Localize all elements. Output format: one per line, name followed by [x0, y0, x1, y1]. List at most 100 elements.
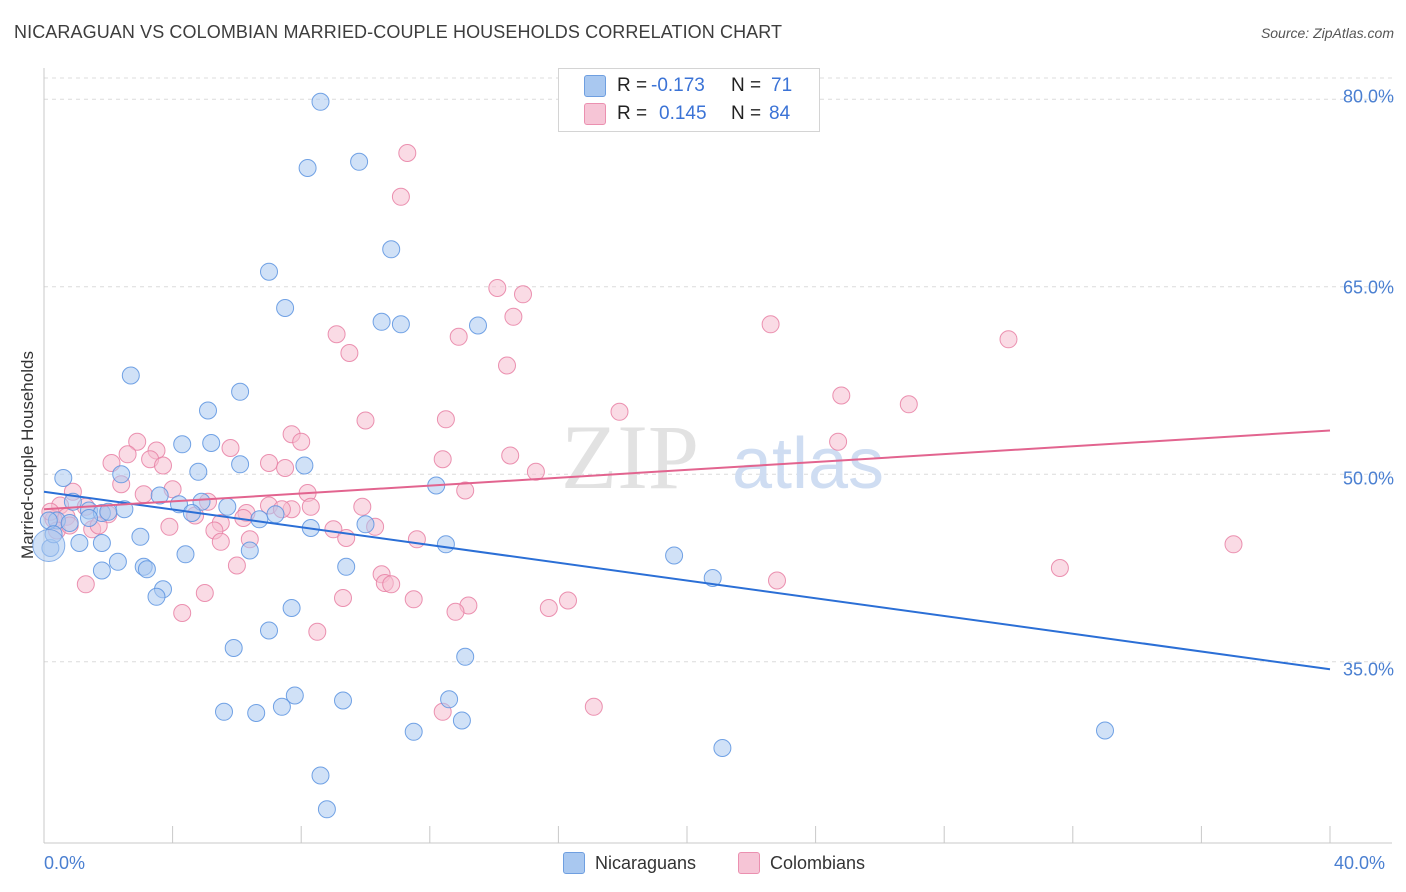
data-point: [211, 532, 230, 551]
data-point: [176, 545, 195, 564]
data-point: [272, 697, 291, 716]
data-point: [147, 587, 166, 606]
data-point: [334, 589, 352, 607]
data-point: [436, 535, 455, 554]
trend-lines: [43, 429, 1331, 671]
data-point: [610, 402, 629, 421]
data-point: [247, 704, 266, 722]
data-point: [231, 382, 250, 401]
bottom-legend-nicaraguans: Nicaraguans: [563, 852, 696, 874]
data-point: [768, 571, 786, 590]
data-point: [292, 432, 311, 451]
data-point: [311, 92, 330, 111]
data-point: [340, 344, 359, 362]
data-point: [202, 434, 221, 452]
data-point: [134, 485, 153, 504]
data-point: [150, 486, 169, 505]
data-point: [195, 584, 214, 602]
data-point: [391, 187, 410, 206]
data-point: [526, 462, 545, 481]
data-point: [327, 325, 346, 344]
data-point: [285, 686, 304, 705]
data-point: [829, 432, 848, 451]
legend-swatch-blue: [584, 75, 606, 97]
bottom-legend-colombians: Colombians: [738, 852, 865, 874]
data-point: [131, 527, 150, 546]
data-point: [189, 462, 208, 481]
data-point: [70, 534, 89, 552]
axes: [43, 68, 1392, 844]
legend-r-value: -0.173: [651, 75, 705, 96]
data-point: [433, 450, 452, 469]
data-point: [137, 560, 156, 579]
data-point: [276, 299, 295, 317]
data-point: [498, 356, 516, 375]
data-point: [350, 152, 369, 171]
data-point: [311, 766, 330, 785]
chart-title: NICARAGUAN VS COLOMBIAN MARRIED-COUPLE H…: [14, 22, 783, 42]
data-point: [260, 262, 278, 281]
data-point: [76, 575, 95, 594]
watermark-atlas: atlas: [732, 424, 884, 504]
data-point: [308, 622, 327, 641]
data-point: [301, 497, 320, 516]
data-point: [199, 401, 217, 420]
data-point: [452, 711, 471, 730]
data-point: [514, 285, 532, 304]
data-point: [99, 502, 118, 521]
data-point: [260, 454, 278, 472]
data-point: [504, 307, 523, 326]
nicaraguans-points: [32, 92, 1114, 819]
data-point: [1096, 721, 1114, 740]
data-point: [80, 509, 98, 527]
data-point: [260, 621, 278, 640]
data-point: [324, 520, 343, 539]
data-point: [382, 240, 401, 259]
y-tick-50: 50.0%: [1342, 468, 1394, 489]
data-point: [266, 505, 285, 524]
data-point: [488, 279, 507, 297]
data-point: [160, 517, 179, 536]
data-point: [501, 446, 520, 465]
legend-r-label: R =: [617, 75, 648, 96]
data-point: [282, 599, 301, 617]
data-point: [584, 697, 603, 716]
correlation-legend: R = -0.173 N = 71 R = 0.145 N = 84: [558, 68, 820, 132]
data-point: [224, 639, 243, 657]
data-point: [469, 316, 487, 335]
trend-line-colombians: [43, 429, 1331, 511]
data-point: [436, 410, 455, 429]
data-point-cluster: [32, 529, 66, 562]
data-point: [276, 459, 295, 477]
y-tick-80: 80.0%: [1342, 86, 1394, 107]
data-point: [356, 411, 375, 430]
data-point: [1224, 535, 1243, 554]
data-point: [337, 557, 356, 576]
data-point: [215, 702, 233, 721]
source-credit: Source: ZipAtlas.com: [1260, 25, 1394, 41]
data-point: [703, 569, 722, 587]
data-point: [231, 455, 250, 474]
data-point: [999, 330, 1018, 349]
data-point: [539, 599, 558, 617]
data-point: [761, 315, 780, 334]
data-point: [665, 546, 684, 565]
data-point: [60, 514, 79, 532]
y-tick-35: 35.0%: [1342, 659, 1394, 680]
data-point: [108, 552, 127, 571]
data-point: [407, 530, 426, 549]
bottom-legend-label-colombians: Colombians: [770, 852, 866, 873]
data-point: [173, 435, 192, 454]
data-point: [446, 602, 465, 621]
zipatlas-watermark: ZIP atlas: [561, 406, 884, 508]
data-point: [353, 497, 372, 516]
data-point: [154, 456, 172, 475]
data-point: [227, 556, 246, 575]
data-point: [456, 647, 475, 666]
data-point: [440, 690, 459, 709]
data-point: [559, 591, 577, 610]
data-point: [372, 312, 391, 331]
bottom-swatch-blue: [563, 852, 585, 874]
data-point: [404, 722, 423, 741]
